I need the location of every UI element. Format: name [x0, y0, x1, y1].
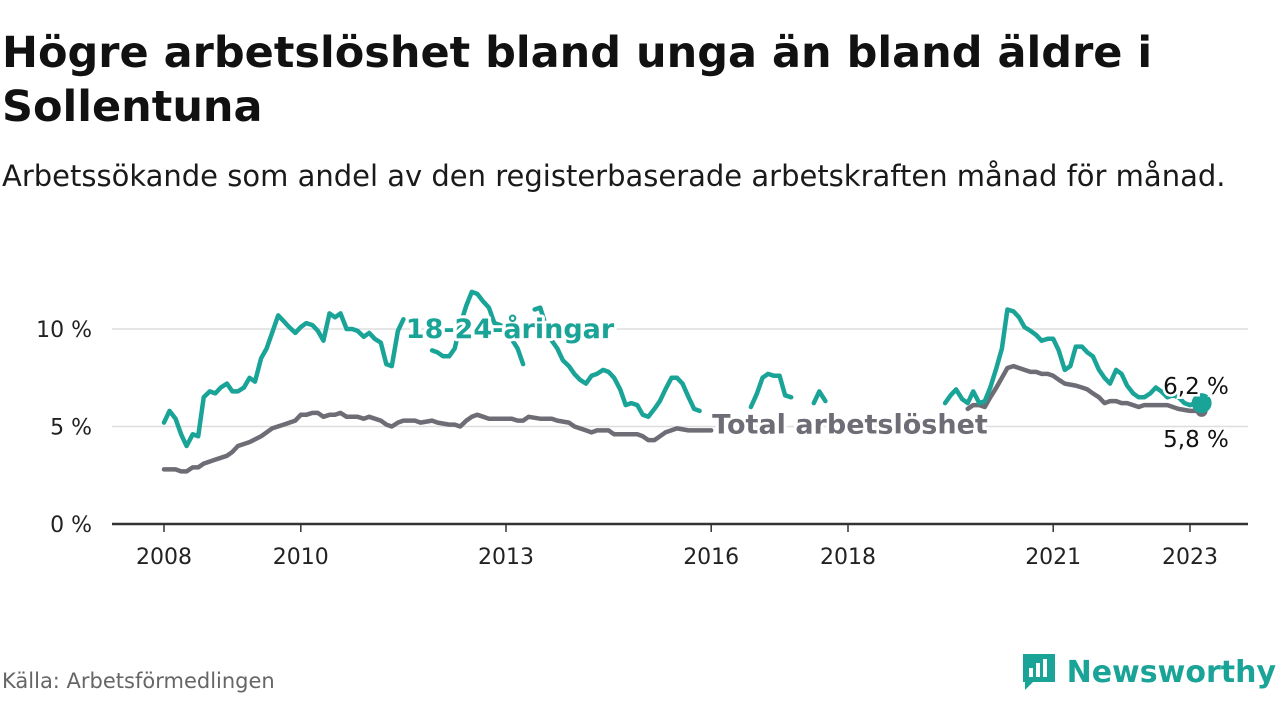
series-label-young: 18-24-åringar: [406, 313, 615, 345]
series-line-young: [532, 305, 702, 420]
series-line-total: [161, 410, 714, 474]
end-label-total: 5,8 %: [1163, 427, 1229, 453]
series-line-young: [942, 307, 1204, 408]
newsworthy-chart-icon: [1022, 654, 1055, 690]
end-point-young: [1191, 393, 1212, 414]
series-line-young: [161, 311, 406, 449]
x-tick-label: 2010: [273, 545, 329, 570]
y-axis-labels: 0 % 5 % 10 %: [36, 318, 92, 538]
chart-subtitle: Arbetssökande som andel av den registerb…: [2, 159, 1226, 193]
series-label-total: Total arbetslöshet: [712, 410, 988, 441]
end-label-young: 6,2 %: [1163, 374, 1229, 400]
y-tick-label: 0 %: [50, 513, 92, 538]
x-tick-label: 2018: [820, 545, 876, 570]
x-tick-label: 2008: [136, 545, 192, 570]
brand-logo: Newsworthy: [1021, 652, 1276, 692]
x-tick-label: 2021: [1025, 545, 1081, 570]
series-line-young: [429, 289, 526, 367]
series-line-total: [965, 363, 1204, 414]
x-tick-label: 2023: [1162, 545, 1218, 570]
x-tick-label: 2016: [683, 545, 739, 570]
y-tick-label: 5 %: [50, 416, 92, 441]
x-tick-label: 2013: [478, 545, 534, 570]
series-line-young: [811, 389, 828, 406]
source-note: Källa: Arbetsförmedlingen: [2, 669, 275, 693]
y-tick-label: 10 %: [36, 318, 92, 343]
series-lines: [161, 289, 1212, 474]
brand-name: Newsworthy: [1066, 654, 1276, 690]
chart-title: Högre arbetslöshet bland unga än bland ä…: [2, 28, 1153, 132]
x-axis: 2008 2010 2013 2016 2018 2021 2023: [112, 522, 1248, 570]
series-labels: 18-24-åringar Total arbetslöshet 6,2 % 5,8 …: [403, 310, 1232, 456]
series-line-young: [748, 371, 794, 410]
